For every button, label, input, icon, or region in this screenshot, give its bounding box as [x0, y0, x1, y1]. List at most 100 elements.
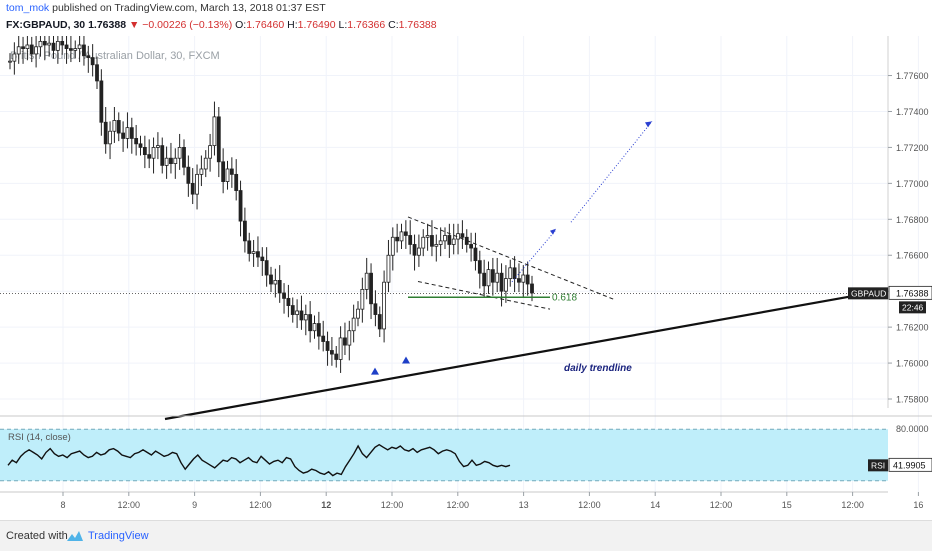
candle-body: [286, 297, 291, 306]
candle: [395, 223, 400, 253]
price-tick-label: 1.76800: [896, 215, 929, 225]
time-tick-label: 16: [913, 500, 923, 510]
candle: [282, 283, 286, 314]
lower-wedge-line[interactable]: [417, 280, 551, 310]
candle: [195, 164, 199, 210]
candle-body: [38, 40, 43, 48]
price-chart[interactable]: British Pound / Australian Dollar, 30, F…: [0, 36, 932, 520]
candle: [190, 168, 195, 205]
trendline-label: daily trendline: [564, 363, 632, 374]
time-tick-label: 12:00: [118, 500, 141, 510]
chart-header: tom_mok published on TradingView.com, Ma…: [0, 0, 932, 36]
candle-body: [499, 272, 504, 292]
candle-body: [517, 278, 521, 283]
countdown-tag: [899, 301, 926, 314]
candle: [234, 159, 239, 201]
candle-body: [216, 116, 221, 163]
candle-body: [312, 323, 317, 332]
upper-wedge-line[interactable]: [407, 216, 616, 301]
candle: [517, 263, 521, 293]
candle-body: [42, 40, 47, 46]
candle-body: [212, 116, 217, 147]
tradingview-logo-icon[interactable]: [66, 529, 84, 543]
candle: [338, 326, 343, 373]
candle-body: [369, 272, 373, 305]
rsi-label: RSI (14, close): [8, 432, 71, 443]
price-tick-label: 1.76200: [896, 323, 929, 333]
time-axis[interactable]: 8 12:00 9 12:00 12 12:00 12:00 13 12:00 14 12:00 15…: [60, 492, 923, 510]
main-pane[interactable]: [0, 36, 888, 408]
candle-body: [95, 64, 99, 82]
candle: [469, 232, 474, 262]
price-tick-label: 1.76000: [896, 359, 929, 369]
candle: [90, 44, 95, 77]
candle-body: [403, 231, 408, 236]
candle-body: [347, 330, 352, 346]
candle: [164, 146, 169, 179]
candle-body: [186, 166, 191, 184]
candle-body: [495, 272, 500, 283]
candle: [256, 236, 260, 267]
candle-body: [338, 337, 343, 360]
candle: [486, 261, 491, 294]
candle: [495, 257, 500, 293]
candle: [460, 220, 465, 249]
candle: [343, 322, 347, 355]
close-value: 1.76388: [398, 19, 437, 31]
close-label: C:: [388, 19, 399, 31]
candle-body: [55, 40, 60, 51]
candle: [155, 132, 160, 160]
candle-body: [221, 161, 226, 182]
down-arrow-icon: ▼: [128, 19, 140, 31]
candle-body: [90, 57, 95, 66]
low-label: L:: [338, 19, 348, 31]
candle: [103, 106, 108, 154]
candle: [242, 207, 247, 253]
candle: [477, 250, 482, 289]
candle: [438, 227, 443, 257]
low-marker-triangle-icon: [371, 367, 379, 375]
symbol-tag: [848, 287, 888, 300]
candle-body: [490, 269, 495, 283]
candle: [482, 259, 487, 298]
chart-title: British Pound / Australian Dollar, 30, F…: [10, 50, 220, 62]
candle-body: [134, 138, 139, 145]
low-value: 1.76366: [347, 19, 386, 31]
candle: [377, 306, 382, 338]
candle-body: [512, 267, 517, 280]
candle: [299, 295, 304, 330]
publisher-username[interactable]: tom_mok: [6, 2, 50, 14]
candle: [51, 36, 56, 59]
candle: [251, 239, 256, 267]
rsi-name-tag: [868, 459, 888, 472]
candle: [182, 139, 186, 176]
rsi-pane[interactable]: RSI (14, close) 80.0000 RSI 41.9905: [0, 424, 932, 482]
created-with-text: Created with: [6, 530, 68, 542]
symbol-line: FX:GBPAUD, 30 1.76388 ▼ −0.00226 (−0.13%…: [6, 19, 437, 31]
candle-body: [356, 308, 360, 319]
candle-body: [351, 317, 356, 332]
projection-arrow-long[interactable]: [570, 121, 653, 223]
candle-body: [334, 353, 339, 360]
candle-body: [264, 260, 269, 276]
candle-body: [82, 44, 86, 57]
price-axis[interactable]: 1.77600 1.77400 1.77200 1.77000 1.76800 1.766…: [888, 71, 929, 405]
price-tick-label: 1.75800: [896, 395, 929, 405]
candle-body: [142, 147, 147, 156]
daily-trendline[interactable]: [164, 288, 889, 421]
high-value: 1.76490: [297, 19, 336, 31]
candle-body: [8, 60, 12, 63]
tradingview-brand[interactable]: TradingView: [88, 530, 149, 542]
candle-body: [160, 145, 165, 166]
candle-body: [47, 42, 52, 46]
candle-body: [125, 127, 130, 139]
time-tick-label: 12:00: [249, 500, 272, 510]
candle: [521, 265, 526, 298]
candle: [325, 331, 330, 366]
candle: [308, 301, 313, 343]
last-price-tag: [888, 285, 932, 300]
candle: [369, 263, 373, 320]
candle: [312, 315, 317, 339]
candle-body: [503, 278, 508, 292]
drawings: 0.618 daily trendline: [0, 121, 889, 421]
